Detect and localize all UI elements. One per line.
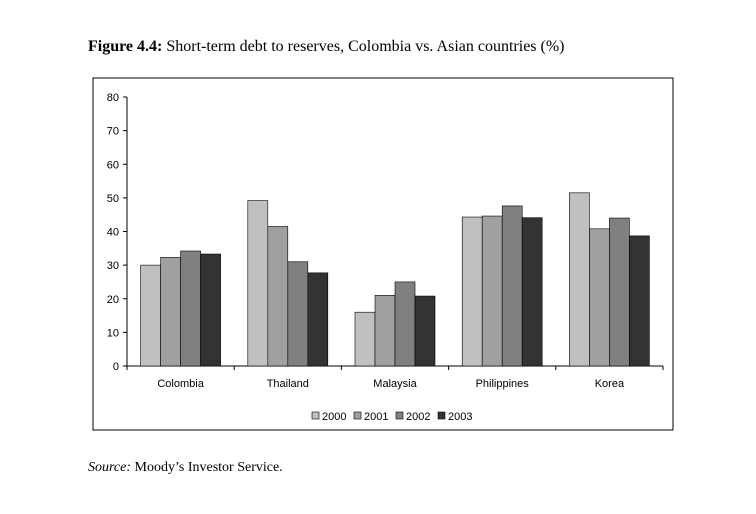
y-tick-label: 0 bbox=[113, 361, 119, 373]
bar bbox=[267, 226, 289, 367]
bar bbox=[140, 264, 161, 367]
bar bbox=[287, 261, 309, 367]
source-text: Moody’s Investor Service. bbox=[135, 460, 283, 475]
source-label: Source: bbox=[88, 460, 131, 475]
bar bbox=[589, 228, 610, 367]
y-tick-label: 60 bbox=[107, 159, 119, 171]
bar bbox=[394, 281, 416, 367]
legend-label: 2003 bbox=[448, 411, 472, 423]
figure-label: Figure 4.4: bbox=[88, 38, 162, 55]
bar bbox=[160, 257, 181, 367]
y-tick-label: 20 bbox=[107, 294, 119, 306]
y-tick-label: 30 bbox=[107, 260, 119, 272]
bar bbox=[481, 215, 503, 367]
x-tick-label: Korea bbox=[595, 378, 625, 390]
source-note: Source: Moody’s Investor Service. bbox=[88, 460, 283, 475]
bar bbox=[307, 272, 329, 367]
bar bbox=[354, 311, 376, 367]
bar bbox=[200, 253, 221, 367]
bar bbox=[180, 250, 201, 367]
legend-swatch bbox=[311, 411, 320, 420]
bar bbox=[629, 235, 650, 367]
bar bbox=[414, 295, 436, 367]
legend-swatch bbox=[395, 411, 404, 420]
y-tick-label: 80 bbox=[107, 92, 119, 104]
y-tick-label: 50 bbox=[107, 193, 119, 205]
x-tick-label: Philippines bbox=[476, 378, 530, 390]
bar bbox=[461, 216, 483, 367]
legend-swatch bbox=[353, 411, 362, 420]
x-tick-label: Malaysia bbox=[373, 378, 417, 390]
x-tick-label: Thailand bbox=[267, 378, 309, 390]
bar bbox=[247, 200, 269, 367]
bar bbox=[374, 295, 396, 367]
chart-title: Short-term debt to reserves, Colombia vs… bbox=[166, 38, 564, 55]
legend-label: 2001 bbox=[364, 411, 388, 423]
y-tick-label: 70 bbox=[107, 126, 119, 138]
x-tick-label: Colombia bbox=[157, 378, 204, 390]
figure-title: Figure 4.4: Short-term debt to reserves,… bbox=[88, 38, 565, 55]
bar bbox=[569, 192, 590, 367]
chart-frame bbox=[92, 77, 674, 431]
bar bbox=[521, 217, 543, 367]
legend-label: 2000 bbox=[322, 411, 346, 423]
y-tick-label: 10 bbox=[107, 327, 119, 339]
legend-swatch bbox=[437, 411, 446, 420]
legend-label: 2002 bbox=[406, 411, 430, 423]
bar bbox=[501, 205, 523, 367]
y-tick-label: 40 bbox=[107, 227, 119, 239]
bar bbox=[609, 217, 630, 367]
